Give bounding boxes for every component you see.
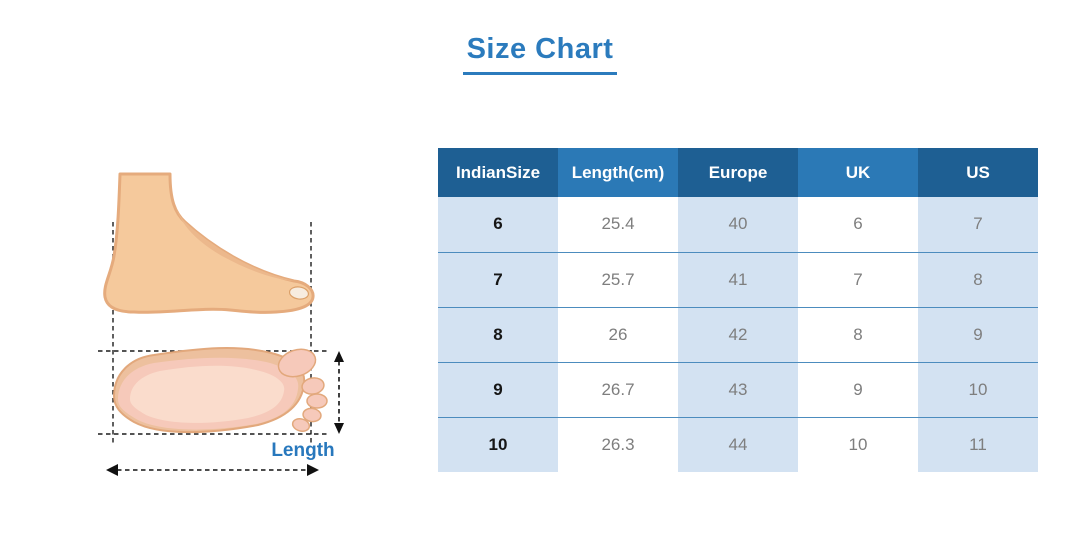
table-cell: 7	[798, 251, 918, 307]
table-cell: 10	[438, 416, 558, 472]
table-cell: 42	[678, 306, 798, 362]
table-cell: 8	[798, 306, 918, 362]
double-headed-arrow-horizontal	[106, 464, 319, 476]
table-cell: 6	[438, 197, 558, 252]
table-cell: 7	[438, 251, 558, 307]
table-cell: 7	[918, 197, 1038, 252]
header-cell-length-cm: Length(cm)	[558, 148, 678, 197]
table-row: 9 26.7 43 9 10	[438, 361, 1038, 417]
double-headed-arrow-vertical	[334, 351, 344, 434]
table-cell: 10	[798, 416, 918, 472]
table-cell: 26	[558, 306, 678, 362]
table-cell: 8	[918, 251, 1038, 307]
table-cell: 9	[798, 361, 918, 417]
table-cell: 25.4	[558, 197, 678, 252]
table-row: 10 26.3 44 10 11	[438, 416, 1038, 472]
foot-sole-view-icon	[113, 346, 328, 434]
table-cell: 41	[678, 251, 798, 307]
table-cell: 25.7	[558, 251, 678, 307]
table-row: 7 25.7 41 7 8	[438, 251, 1038, 307]
foot-side-view-icon	[103, 172, 315, 314]
table-row: 8 26 42 8 9	[438, 306, 1038, 362]
big-toe	[277, 348, 317, 378]
header-cell-europe: Europe	[678, 148, 798, 197]
table-cell: 8	[438, 306, 558, 362]
table-cell: 6	[798, 197, 918, 252]
foot-diagram-graphic	[98, 172, 344, 476]
header-cell-us: US	[918, 148, 1038, 197]
table-cell: 9	[438, 361, 558, 417]
table-cell: 26.3	[558, 416, 678, 472]
header-cell-indian-size: IndianSize	[438, 148, 558, 197]
size-conversion-table: IndianSize Length(cm) Europe UK US 6 25.…	[438, 148, 1038, 472]
table-cell: 11	[918, 416, 1038, 472]
table-cell: 10	[918, 361, 1038, 417]
table-cell: 26.7	[558, 361, 678, 417]
table-cell: 43	[678, 361, 798, 417]
foot-measurement-diagram: Length	[90, 160, 360, 490]
table-body: 6 25.4 40 6 7 7 25.7 41 7 8 8 26 42 8 9	[438, 197, 1038, 472]
table-header: IndianSize Length(cm) Europe UK US	[438, 148, 1038, 197]
page-title-text: Size Chart	[462, 33, 618, 75]
header-row: IndianSize Length(cm) Europe UK US	[438, 148, 1038, 197]
table-cell: 9	[918, 306, 1038, 362]
toe-nail	[288, 286, 310, 300]
table-cell: 40	[678, 197, 798, 252]
table-cell: 44	[678, 416, 798, 472]
page-title: Size Chart	[0, 33, 1080, 75]
table-row: 6 25.4 40 6 7	[438, 197, 1038, 252]
header-cell-uk: UK	[798, 148, 918, 197]
length-label: Length	[271, 440, 335, 461]
